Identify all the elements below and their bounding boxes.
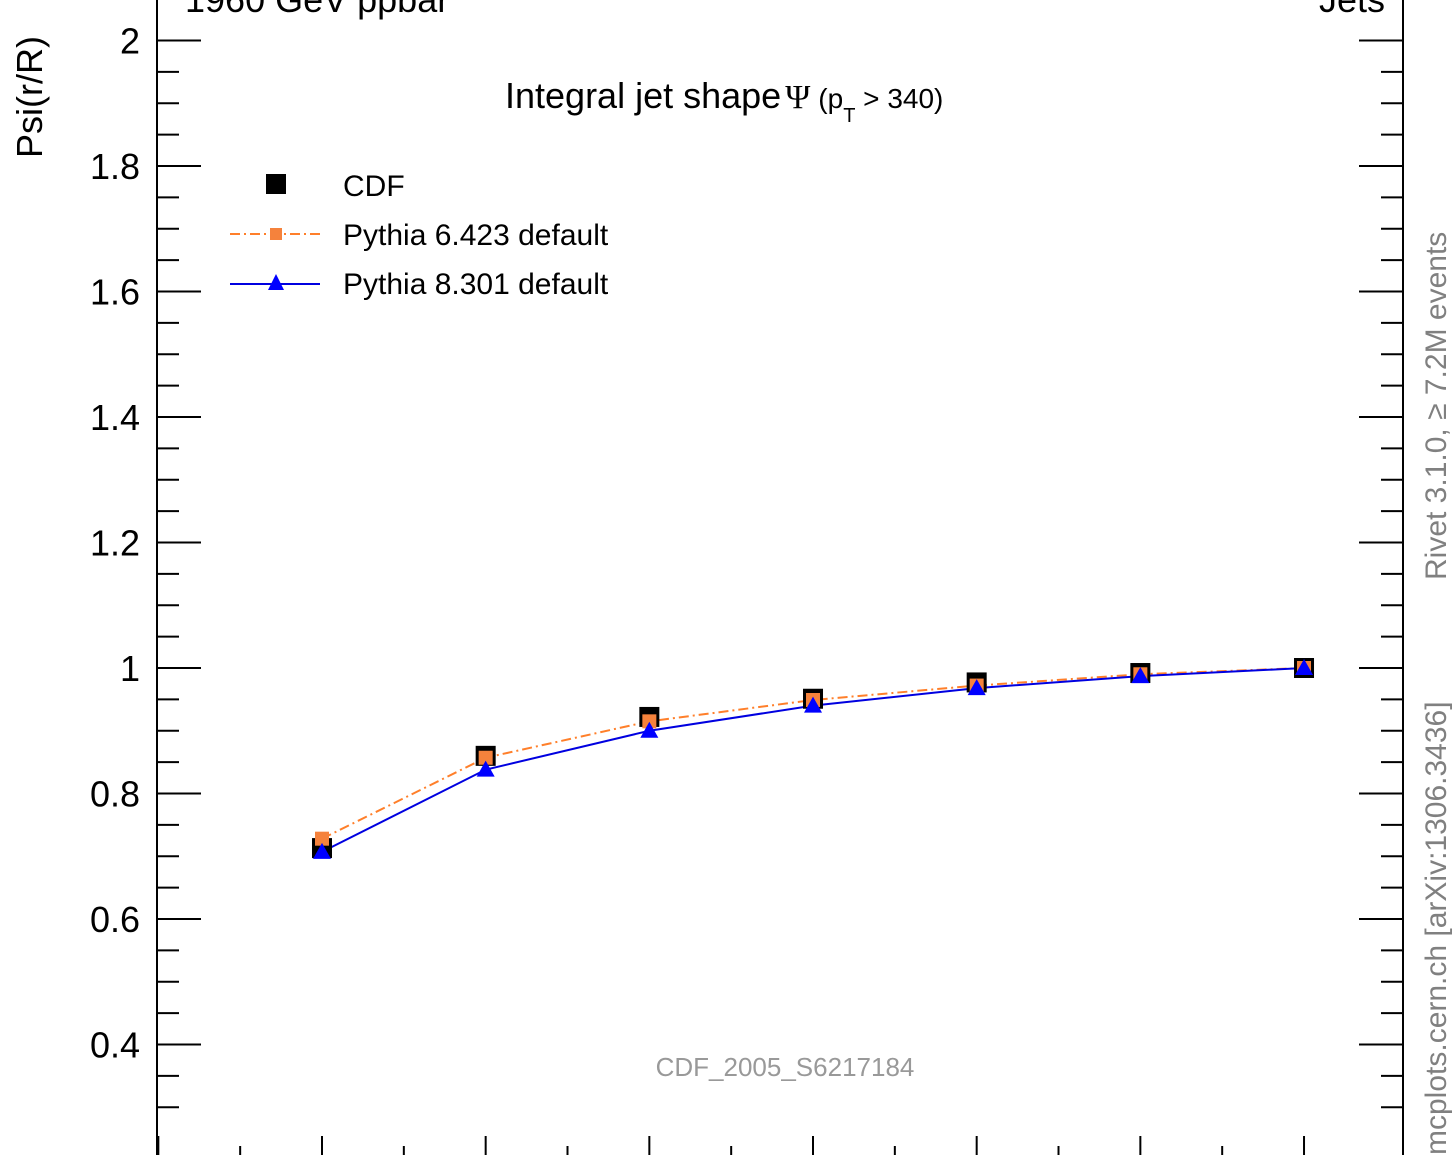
data-point-py8 bbox=[640, 721, 659, 738]
x-axis bbox=[157, 1136, 1306, 1155]
legend-marker-py6 bbox=[270, 228, 282, 240]
data-point-py6 bbox=[642, 714, 657, 729]
legend-label-cdf: CDF bbox=[343, 170, 405, 203]
y-tick-label: 1.8 bbox=[90, 146, 140, 187]
y-axis-label: Psi(r/R) bbox=[9, 36, 50, 158]
y-axis: 0.4 0.6 0.8 1 1.2 1.4 1.6 1.8 2 bbox=[90, 21, 1403, 1109]
legend-marker-py8 bbox=[268, 274, 284, 290]
title-cut-prefix: (p bbox=[818, 83, 843, 114]
legend-label-py8: Pythia 8.301 default bbox=[343, 268, 609, 301]
legend-marker-cdf bbox=[266, 174, 286, 194]
data-point-py6 bbox=[478, 750, 493, 765]
chart-title: Integral jet shape Ψ (pT > 340) bbox=[505, 75, 943, 127]
mcplots-side-label: mcplots.cern.ch [arXiv:1306.3436] bbox=[1420, 701, 1453, 1155]
y-tick-label: 1 bbox=[120, 648, 140, 689]
data-point-py8 bbox=[1131, 667, 1150, 684]
title-cut-suffix: > 340) bbox=[855, 83, 943, 114]
analysis-watermark: CDF_2005_S6217184 bbox=[656, 1052, 915, 1082]
title-cut: (pT > 340) bbox=[818, 83, 943, 127]
title-psi-symbol: Ψ bbox=[785, 79, 810, 116]
y-tick-label: 0.4 bbox=[90, 1025, 140, 1066]
data-point-py8 bbox=[967, 679, 986, 696]
y-tick-label: 2 bbox=[120, 21, 140, 62]
y-tick-label: 1.6 bbox=[90, 272, 140, 313]
legend: CDF Pythia 6.423 default Pythia 8.301 de… bbox=[230, 170, 609, 301]
y-tick-label: 1.4 bbox=[90, 397, 140, 438]
title-text: Integral jet shape bbox=[505, 75, 781, 116]
y-tick-label: 0.6 bbox=[90, 899, 140, 940]
legend-label-py6: Pythia 6.423 default bbox=[343, 219, 609, 252]
title-cut-sub: T bbox=[843, 105, 855, 127]
data-point-py8 bbox=[313, 842, 331, 859]
data-point-py8 bbox=[476, 760, 495, 777]
series-layer bbox=[312, 658, 1315, 859]
data-point-py8 bbox=[804, 696, 823, 713]
y-tick-label: 0.8 bbox=[90, 774, 140, 815]
y-tick-label: 1.2 bbox=[90, 523, 140, 564]
data-point-py8 bbox=[1295, 659, 1314, 675]
rivet-side-label: Rivet 3.1.0, ≥ 7.2M events bbox=[1420, 232, 1453, 580]
data-point-py6 bbox=[315, 831, 329, 846]
top-right-label: Jets bbox=[1319, 0, 1385, 20]
plot-frame bbox=[156, 0, 1404, 1155]
top-left-label: 1960 GeV ppbar bbox=[185, 0, 449, 20]
